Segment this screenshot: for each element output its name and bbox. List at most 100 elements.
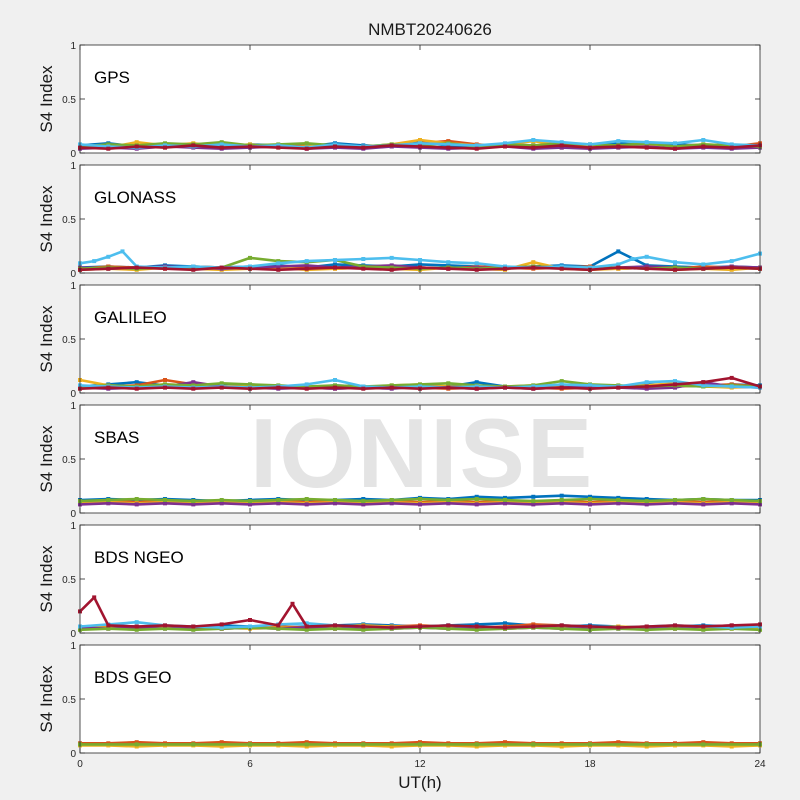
data-point	[219, 381, 224, 386]
data-point	[644, 744, 649, 749]
data-point	[616, 495, 621, 500]
data-point	[134, 742, 139, 747]
data-point	[418, 624, 422, 629]
data-point	[644, 264, 649, 269]
data-point	[531, 622, 536, 627]
data-point	[163, 266, 167, 271]
data-point	[701, 383, 706, 388]
data-point	[729, 267, 734, 272]
data-point	[276, 623, 281, 628]
data-point	[701, 740, 706, 745]
panel-label: GALILEO	[94, 308, 167, 327]
data-point	[644, 627, 649, 632]
data-point	[446, 626, 451, 631]
data-point	[616, 139, 621, 144]
data-point	[559, 385, 564, 390]
data-point	[92, 259, 97, 264]
data-point	[729, 498, 734, 502]
data-point	[503, 740, 507, 745]
data-point	[701, 497, 706, 501]
y-tick-label: 0.5	[62, 455, 76, 466]
data-point	[163, 498, 167, 502]
y-tick-label: 0	[70, 629, 76, 640]
data-point	[361, 257, 366, 261]
data-point	[588, 624, 592, 629]
y-tick-label: 0.5	[62, 95, 76, 106]
y-axis-label: S4 Index	[37, 305, 56, 373]
y-axis-label: S4 Index	[37, 185, 56, 253]
data-point	[673, 141, 677, 146]
y-tick-label: 0.5	[62, 695, 76, 706]
panel-0: 0 0.5 1 GPS S4 Index	[37, 41, 762, 160]
data-point	[248, 618, 252, 622]
data-point	[219, 265, 224, 270]
data-point	[644, 266, 649, 271]
data-point	[559, 266, 564, 271]
panel-label: BDS NGEO	[94, 548, 184, 567]
data-point	[418, 144, 422, 149]
data-point	[191, 624, 196, 629]
data-point	[361, 627, 366, 632]
data-point	[446, 263, 451, 268]
data-point	[531, 502, 536, 507]
data-point	[276, 498, 281, 502]
data-point	[701, 624, 706, 629]
data-point	[248, 144, 252, 149]
data-point	[503, 621, 507, 626]
data-point	[276, 264, 281, 269]
data-point	[531, 494, 536, 499]
y-tick-label: 0.5	[62, 575, 76, 586]
data-point	[304, 384, 309, 389]
data-point	[191, 386, 196, 391]
data-point	[673, 498, 677, 502]
y-tick-label: 0	[70, 749, 76, 760]
data-point	[446, 142, 451, 147]
data-point	[276, 267, 281, 272]
plot-area	[80, 645, 760, 753]
data-point	[729, 259, 734, 264]
data-point	[389, 744, 394, 749]
data-point	[446, 139, 451, 144]
data-point	[134, 497, 139, 501]
data-point	[333, 623, 337, 628]
plot-area	[80, 165, 760, 273]
data-point	[191, 264, 196, 269]
data-point	[389, 625, 394, 630]
data-point	[134, 627, 139, 632]
data-point	[729, 384, 734, 389]
data-point	[474, 146, 479, 151]
data-point	[446, 381, 451, 386]
data-point	[290, 601, 295, 606]
y-tick-label: 1	[70, 521, 76, 532]
data-point	[304, 146, 309, 151]
data-point	[503, 266, 507, 271]
data-point	[644, 254, 649, 259]
data-point	[531, 260, 536, 265]
data-point	[588, 502, 592, 507]
data-point	[134, 265, 139, 270]
data-point	[474, 744, 479, 749]
data-point	[559, 264, 564, 269]
data-point	[559, 382, 564, 387]
data-point	[729, 625, 734, 630]
data-point	[616, 501, 621, 506]
data-point	[616, 498, 621, 502]
data-point	[503, 501, 507, 506]
data-point	[531, 265, 536, 270]
data-point	[276, 259, 281, 264]
data-point	[701, 138, 706, 142]
data-point	[248, 382, 252, 387]
data-point	[163, 626, 167, 631]
data-point	[248, 742, 252, 747]
data-point	[389, 385, 394, 390]
data-point	[446, 385, 451, 390]
data-point	[92, 595, 97, 600]
data-point	[389, 143, 394, 148]
data-point	[389, 383, 394, 388]
x-tick-label: 6	[247, 759, 253, 770]
data-point	[701, 627, 706, 632]
data-point	[701, 266, 706, 271]
data-point	[134, 380, 139, 385]
data-point	[361, 386, 366, 391]
data-point	[361, 264, 366, 269]
